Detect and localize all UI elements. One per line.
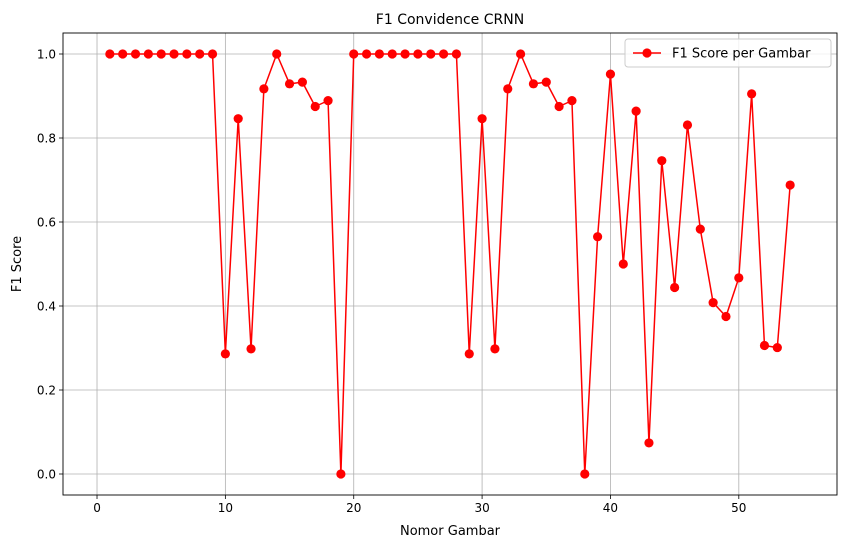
- data-point: [503, 84, 513, 94]
- data-point: [323, 96, 333, 106]
- x-tick-label: 40: [603, 501, 618, 515]
- data-point: [207, 49, 218, 59]
- data-point: [631, 106, 641, 116]
- data-point: [721, 311, 731, 322]
- data-point: [156, 49, 166, 59]
- data-point: [220, 349, 230, 359]
- data-point: [438, 49, 449, 59]
- x-tick-label: 50: [731, 501, 746, 515]
- x-axis: 0 10 20 30 40 50: [93, 495, 746, 515]
- data-point: [580, 469, 590, 479]
- data-point: [169, 49, 179, 59]
- data-point: [554, 101, 564, 112]
- legend: F1 Score per Gambar: [624, 38, 832, 68]
- legend-label: F1 Score per Gambar: [672, 47, 811, 62]
- y-tick-label: 0.8: [37, 132, 56, 146]
- data-point: [349, 49, 359, 59]
- data-point: [297, 77, 307, 87]
- data-point: [618, 259, 628, 269]
- data-point: [143, 49, 153, 59]
- series-layer: [105, 49, 795, 479]
- y-tick-label: 0.4: [37, 300, 56, 314]
- y-tick-label: 0.0: [37, 468, 56, 482]
- y-tick-label: 0.2: [37, 384, 56, 398]
- data-point: [644, 438, 654, 448]
- data-point: [451, 49, 462, 59]
- data-point: [233, 114, 243, 124]
- chart-title: F1 Convidence CRNN: [376, 12, 524, 28]
- data-point: [464, 349, 474, 359]
- x-tick-label: 10: [218, 501, 233, 515]
- data-point: [567, 96, 577, 106]
- data-point: [593, 232, 603, 242]
- data-point: [105, 49, 115, 59]
- data-point: [490, 344, 500, 354]
- data-point: [670, 282, 680, 293]
- data-point: [605, 69, 616, 79]
- data-point: [272, 49, 282, 59]
- series-line: [109, 53, 791, 475]
- data-point: [361, 49, 372, 59]
- data-point: [336, 469, 346, 479]
- data-point: [541, 77, 551, 87]
- data-point: [772, 342, 782, 353]
- data-point: [477, 114, 487, 124]
- data-point: [528, 79, 539, 89]
- data-point: [400, 49, 410, 59]
- plot-frame: [62, 32, 838, 496]
- data-point: [734, 273, 744, 283]
- data-point: [785, 180, 795, 190]
- data-point: [246, 344, 256, 354]
- data-point: [682, 120, 693, 130]
- x-tick-label: 0: [93, 501, 101, 515]
- data-point: [515, 49, 526, 59]
- data-point: [747, 89, 757, 99]
- data-point: [426, 49, 436, 59]
- y-axis-label: F1 Score: [10, 236, 25, 292]
- data-point: [284, 79, 295, 89]
- data-point: [413, 49, 423, 59]
- data-point: [657, 156, 667, 166]
- data-point: [374, 49, 385, 59]
- data-point: [708, 298, 718, 308]
- x-tick-label: 30: [474, 501, 489, 515]
- x-axis-label: Nomor Gambar: [400, 524, 501, 539]
- legend-box: [624, 38, 832, 68]
- y-tick-label: 1.0: [37, 48, 56, 62]
- data-point: [182, 49, 192, 59]
- data-point: [259, 84, 269, 94]
- data-point: [310, 101, 320, 112]
- data-point: [130, 49, 141, 59]
- y-axis: 0.0 0.2 0.4 0.6 0.8 1.0: [37, 48, 63, 482]
- data-point: [118, 49, 128, 59]
- y-tick-label: 0.6: [37, 216, 56, 230]
- data-point: [387, 49, 397, 59]
- legend-marker: [642, 48, 652, 58]
- x-tick-label: 20: [346, 501, 361, 515]
- data-point: [695, 224, 705, 234]
- data-point: [759, 340, 770, 351]
- data-point: [195, 49, 205, 59]
